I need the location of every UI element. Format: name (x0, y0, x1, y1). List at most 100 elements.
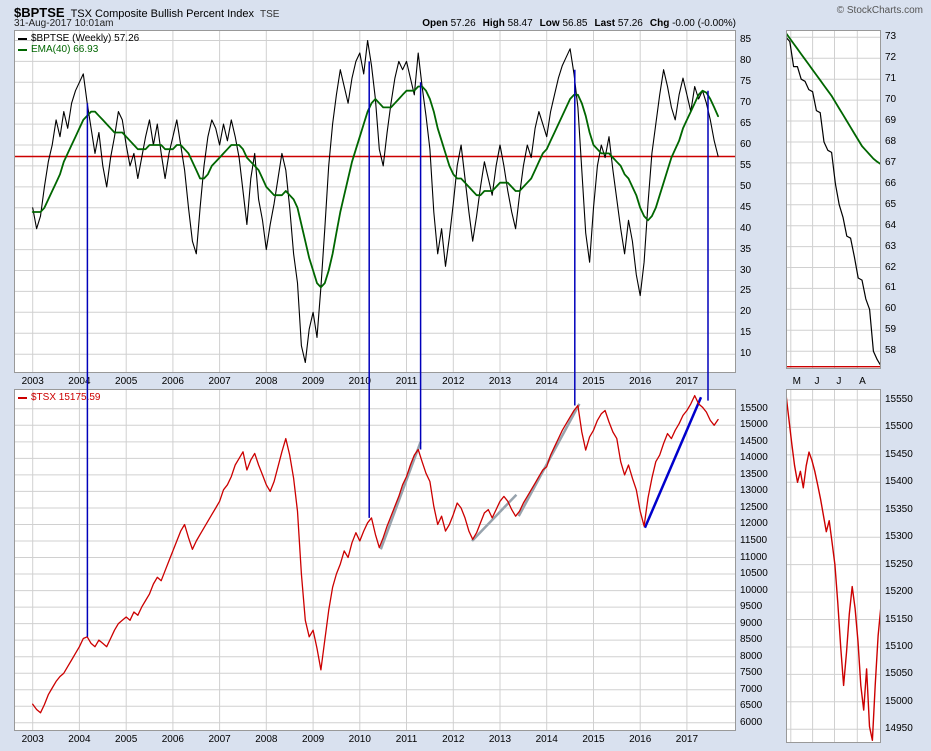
y-axis-label: 15350 (885, 503, 913, 515)
quote-label: High (482, 18, 508, 29)
y-axis-label: 70 (740, 97, 752, 109)
y-axis-label: 15100 (885, 640, 913, 652)
x-axis-label: J (836, 376, 842, 387)
y-axis-label: 11000 (740, 551, 768, 563)
y-axis-label: 15400 (885, 476, 913, 488)
y-axis-label: 6000 (740, 716, 763, 728)
y-axis-label: 40 (740, 222, 752, 234)
x-axis-label: 2005 (115, 376, 138, 387)
y-axis-label: 10500 (740, 568, 768, 580)
y-axis-label: 15000 (740, 419, 768, 431)
bp-plot-area (14, 30, 736, 373)
y-axis-label: 35 (740, 243, 752, 255)
x-axis-label: 2011 (395, 376, 418, 387)
y-axis-label: 15450 (885, 448, 913, 460)
y-axis-label: 69 (885, 115, 897, 127)
exchange-label: TSE (260, 9, 280, 20)
symbol-ticker: $BPTSE (14, 5, 65, 20)
y-axis-label: 63 (885, 240, 897, 252)
tsx-plot-area (14, 389, 736, 731)
tsx-price-chart[interactable] (14, 389, 736, 731)
quote-value: 57.26 (617, 18, 643, 29)
quote-value: -0.00 (-0.00%) (672, 18, 736, 29)
x-axis-label: M (792, 376, 801, 387)
y-axis-label: 10000 (740, 584, 768, 596)
bptse-weekly-chart[interactable] (14, 30, 736, 373)
x-axis-label: 2004 (68, 734, 91, 745)
x-axis-label: 2008 (255, 734, 278, 745)
x-axis-label: A (859, 376, 866, 387)
bp-legend: $BPTSE (Weekly) 57.26 EMA(40) 66.93 (18, 33, 139, 55)
x-axis-label: 2012 (442, 734, 465, 745)
y-axis-label: 85 (740, 34, 752, 46)
y-axis-label: 80 (740, 55, 752, 67)
x-axis-label: 2017 (675, 734, 699, 745)
quote-item: Last 57.26 (594, 18, 642, 29)
y-axis-label: 13500 (740, 468, 768, 480)
quote-value: 57.26 (450, 18, 476, 29)
x-axis-label: 2006 (161, 376, 184, 387)
x-axis-label: 2007 (208, 734, 231, 745)
chart-title: TSX Composite Bullish Percent Index (70, 8, 254, 20)
x-axis-label: 2010 (348, 376, 371, 387)
legend-color-chip (18, 37, 27, 40)
x-axis-label: 2007 (208, 376, 231, 387)
y-axis-label: 15200 (885, 586, 913, 598)
y-axis-label: 50 (740, 180, 752, 192)
y-axis-label: 12000 (740, 518, 768, 530)
y-axis-label: 60 (885, 303, 897, 315)
x-axis-label: 2014 (535, 376, 558, 387)
legend-item: $BPTSE (Weekly) 57.26 (18, 33, 139, 44)
legend-item: $TSX 15175.59 (18, 392, 101, 403)
legend-label: $TSX 15175.59 (31, 392, 101, 403)
quote-line: Open 57.26 High 58.47 Low 56.85 Last 57.26 C… (14, 18, 736, 29)
y-axis-label: 20 (740, 306, 752, 318)
y-axis-label: 45 (740, 201, 752, 213)
quote-timestamp: 31-Aug-2017 10:01am (14, 18, 114, 29)
quote-label: Last (594, 18, 618, 29)
y-axis-label: 59 (885, 324, 897, 336)
x-axis-label: 2006 (161, 734, 184, 745)
tsxz-plot-area (786, 389, 881, 743)
quote-label: Open (422, 18, 451, 29)
y-axis-label: 14500 (740, 435, 768, 447)
quote-item: Low 56.85 (540, 18, 588, 29)
y-axis-label: 25 (740, 285, 752, 297)
x-axis-label: 2014 (535, 734, 558, 745)
y-axis-label: 75 (740, 76, 752, 88)
x-axis-label: 2008 (255, 376, 278, 387)
y-axis-label: 15500 (885, 421, 913, 433)
chart-header: $BPTSE TSX Composite Bullish Percent Inde… (14, 4, 279, 22)
y-axis-label: 15150 (885, 613, 913, 625)
y-axis-label: 67 (885, 156, 897, 168)
x-axis-label: 2015 (582, 734, 605, 745)
y-axis-label: 6500 (740, 700, 763, 712)
x-axis-label: 2013 (488, 376, 512, 387)
y-axis-label: 71 (885, 73, 897, 85)
x-axis-label: 2016 (629, 734, 652, 745)
tsx-zoom-chart[interactable] (786, 389, 881, 743)
y-axis-label: 7000 (740, 683, 763, 695)
bptse-zoom-chart[interactable] (786, 30, 881, 369)
y-axis-label: 58 (885, 345, 897, 357)
x-axis-label: 2011 (395, 734, 418, 745)
legend-color-chip (18, 48, 27, 51)
legend-label: $BPTSE (Weekly) 57.26 (31, 33, 140, 44)
y-axis-label: 15 (740, 327, 752, 339)
y-axis-label: 9000 (740, 617, 763, 629)
x-axis-label: 2012 (442, 376, 465, 387)
x-axis-label: 2003 (21, 734, 44, 745)
y-axis-label: 70 (885, 94, 897, 106)
y-axis-label: 64 (885, 219, 897, 231)
y-axis-label: 15500 (740, 402, 768, 414)
y-axis-label: 62 (885, 261, 897, 273)
quote-label: Chg (649, 18, 673, 29)
y-axis-label: 72 (885, 52, 897, 64)
x-axis-label: 2009 (301, 734, 325, 745)
bpz-plot-area (786, 30, 881, 369)
x-axis-label: J (814, 376, 820, 387)
quote-value: 56.85 (562, 18, 588, 29)
quote-item: Chg -0.00 (-0.00%) (650, 18, 736, 29)
y-axis-label: 13000 (740, 485, 768, 497)
